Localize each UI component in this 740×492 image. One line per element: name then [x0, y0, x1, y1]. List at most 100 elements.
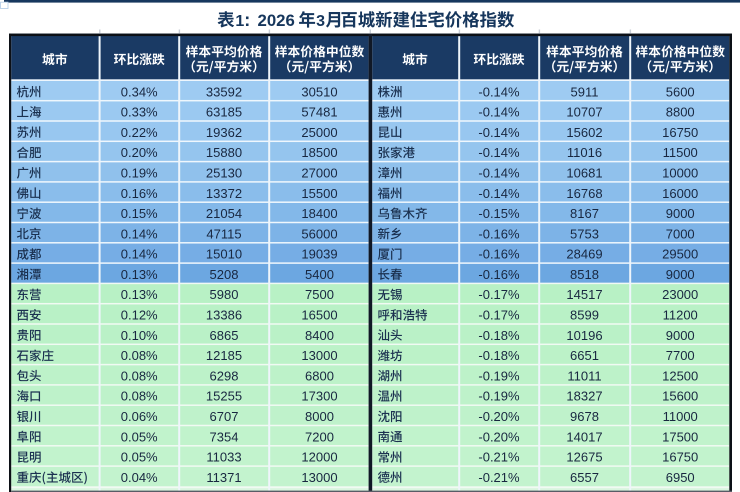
svg-text:2026: 2026: [258, 11, 295, 30]
svg-text:-0.15%: -0.15%: [478, 206, 520, 221]
svg-text:10681: 10681: [566, 166, 602, 181]
svg-text:5911: 5911: [571, 84, 599, 99]
svg-text:8000: 8000: [305, 409, 334, 424]
svg-text:0.16%: 0.16%: [121, 186, 158, 201]
svg-text:11371: 11371: [206, 470, 241, 485]
svg-text:5753: 5753: [570, 226, 599, 241]
svg-text:14517: 14517: [566, 287, 602, 302]
svg-text:9000: 9000: [666, 328, 695, 343]
svg-text:0.20%: 0.20%: [121, 145, 158, 160]
svg-text:23000: 23000: [662, 287, 698, 302]
svg-text:-0.20%: -0.20%: [478, 429, 520, 444]
svg-text:14017: 14017: [566, 429, 602, 444]
svg-text:16500: 16500: [301, 308, 337, 323]
svg-text:0.13%: 0.13%: [121, 287, 158, 302]
svg-text:16750: 16750: [662, 450, 698, 465]
svg-text:-0.16%: -0.16%: [478, 247, 520, 262]
svg-text:17500: 17500: [662, 429, 698, 444]
svg-text:10707: 10707: [566, 105, 602, 120]
svg-text:11016: 11016: [567, 145, 602, 160]
svg-text:6298: 6298: [210, 368, 239, 383]
svg-text:6557: 6557: [570, 470, 599, 485]
svg-text:-0.16%: -0.16%: [478, 267, 520, 282]
svg-text:0.14%: 0.14%: [121, 226, 158, 241]
svg-text:21054: 21054: [206, 206, 242, 221]
svg-text:-0.14%: -0.14%: [478, 166, 520, 181]
svg-text:-0.14%: -0.14%: [478, 84, 520, 99]
svg-text:0.05%: 0.05%: [121, 429, 158, 444]
svg-text::: :: [244, 10, 250, 30]
svg-text:5208: 5208: [210, 267, 239, 282]
svg-text:-0.17%: -0.17%: [478, 308, 520, 323]
svg-text:11500: 11500: [663, 145, 698, 160]
svg-text:7700: 7700: [666, 348, 695, 363]
svg-text:-0.20%: -0.20%: [478, 409, 520, 424]
svg-text:47115: 47115: [206, 226, 241, 241]
svg-text:8400: 8400: [305, 328, 334, 343]
svg-text:13372: 13372: [206, 186, 242, 201]
svg-text:0.08%: 0.08%: [121, 389, 158, 404]
svg-text:0.08%: 0.08%: [121, 368, 158, 383]
svg-text:25000: 25000: [301, 125, 337, 140]
svg-text:16000: 16000: [662, 186, 698, 201]
svg-text:0.06%: 0.06%: [121, 409, 158, 424]
svg-text:11200: 11200: [663, 308, 698, 323]
svg-text:9000: 9000: [666, 267, 695, 282]
svg-text:6800: 6800: [305, 368, 334, 383]
svg-text:5980: 5980: [210, 287, 239, 302]
svg-text:0.10%: 0.10%: [121, 328, 158, 343]
svg-text:11000: 11000: [663, 409, 698, 424]
svg-text:-0.21%: -0.21%: [478, 470, 520, 485]
svg-text:8518: 8518: [570, 267, 599, 282]
svg-text:6651: 6651: [570, 348, 599, 363]
svg-text:0.04%: 0.04%: [121, 470, 158, 485]
svg-text:1: 1: [235, 13, 244, 30]
svg-text:11011: 11011: [567, 368, 601, 383]
svg-text:8800: 8800: [666, 105, 695, 120]
svg-text:15600: 15600: [662, 389, 698, 404]
svg-text:13000: 13000: [301, 470, 337, 485]
svg-text:-0.21%: -0.21%: [478, 450, 520, 465]
svg-text:11033: 11033: [206, 450, 241, 465]
svg-text:0.13%: 0.13%: [121, 267, 158, 282]
svg-text:7000: 7000: [666, 226, 695, 241]
svg-text:7354: 7354: [210, 429, 239, 444]
svg-text:-0.14%: -0.14%: [478, 145, 520, 160]
svg-text:6950: 6950: [666, 470, 695, 485]
svg-text:10000: 10000: [662, 166, 698, 181]
svg-text:63185: 63185: [206, 105, 242, 120]
svg-text:5600: 5600: [666, 84, 695, 99]
svg-text:5400: 5400: [305, 267, 334, 282]
svg-text:33592: 33592: [206, 84, 242, 99]
svg-text:19039: 19039: [301, 247, 337, 262]
svg-text:-0.14%: -0.14%: [478, 186, 520, 201]
svg-text:-0.16%: -0.16%: [478, 226, 520, 241]
svg-text:17300: 17300: [301, 389, 337, 404]
svg-text:18327: 18327: [566, 389, 602, 404]
svg-text:15880: 15880: [206, 145, 242, 160]
svg-text:13000: 13000: [301, 348, 337, 363]
svg-text:0.05%: 0.05%: [121, 450, 158, 465]
svg-text:16750: 16750: [662, 125, 698, 140]
svg-text:6707: 6707: [210, 409, 239, 424]
svg-text:10196: 10196: [566, 328, 602, 343]
svg-text:8599: 8599: [570, 308, 599, 323]
svg-text:-0.19%: -0.19%: [478, 389, 520, 404]
svg-text:-0.17%: -0.17%: [478, 287, 520, 302]
svg-text:-0.14%: -0.14%: [478, 105, 520, 120]
svg-text:12675: 12675: [566, 450, 602, 465]
svg-text:0.34%: 0.34%: [121, 84, 158, 99]
svg-text:25130: 25130: [206, 166, 242, 181]
svg-text:12185: 12185: [206, 348, 242, 363]
svg-text:19362: 19362: [206, 125, 242, 140]
svg-text:30510: 30510: [301, 84, 337, 99]
svg-text:0.14%: 0.14%: [121, 247, 158, 262]
svg-text:29500: 29500: [662, 247, 698, 262]
svg-text:3: 3: [316, 13, 325, 30]
svg-text:-0.18%: -0.18%: [478, 328, 520, 343]
svg-text:56000: 56000: [301, 226, 337, 241]
svg-text:0.33%: 0.33%: [121, 105, 158, 120]
svg-text:8167: 8167: [570, 206, 599, 221]
svg-text:16768: 16768: [566, 186, 602, 201]
svg-text:12500: 12500: [662, 368, 698, 383]
